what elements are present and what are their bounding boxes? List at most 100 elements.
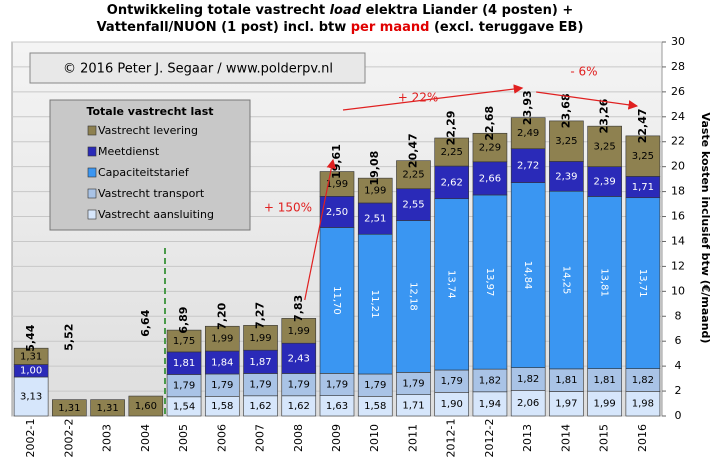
chart-title: Ontwikkeling totale vastrecht load elekt…	[107, 3, 573, 18]
bar-segment	[510, 390, 546, 417]
value-label: 13,71	[637, 269, 648, 298]
bar-segment	[13, 347, 49, 365]
value-label: 14,84	[522, 261, 533, 290]
total-label: 7,27	[254, 302, 267, 329]
value-label: 11,21	[369, 290, 380, 319]
arrow	[304, 158, 337, 301]
value-label: 1,79	[288, 380, 310, 391]
legend-label: Meetdienst	[98, 145, 160, 158]
legend-swatch	[87, 146, 97, 157]
x-tick-label: 2009	[330, 424, 343, 452]
value-label: 1,79	[364, 380, 386, 391]
value-label: 1,71	[402, 400, 424, 411]
copyright: © 2016 Peter J. Segaar / www.polderpv.nl	[63, 62, 333, 77]
x-tick-label: 2011	[406, 424, 419, 452]
x-tick-label: 2006	[215, 424, 228, 452]
value-label: 1,54	[173, 401, 195, 412]
bar-segment	[319, 227, 355, 374]
value-label: 1,99	[326, 179, 348, 190]
bar-segment	[472, 132, 508, 163]
value-label: 1,99	[594, 399, 616, 410]
value-label: 1,99	[288, 326, 310, 337]
x-tick-label: 2015	[598, 424, 611, 452]
arrow	[536, 91, 639, 110]
value-label: 1,58	[211, 401, 233, 412]
bar-segment	[472, 161, 508, 196]
value-label: 1,62	[288, 401, 310, 412]
legend-label: Capaciteitstarief	[98, 166, 190, 179]
value-label: 1,31	[58, 403, 80, 414]
value-label: 1,87	[249, 357, 271, 368]
y-tick-label: 10	[671, 284, 685, 297]
bar-segment	[396, 160, 431, 190]
value-label: 1,79	[249, 380, 271, 391]
value-label: 2,06	[517, 398, 539, 409]
bar-segment	[357, 202, 393, 235]
bar-segment	[625, 391, 661, 417]
bar-segment	[587, 390, 622, 417]
bar-segment	[128, 395, 164, 417]
x-tick-label: 2005	[177, 424, 190, 452]
legend-swatch	[87, 209, 97, 220]
bar-segment	[396, 220, 431, 373]
value-label: 13,97	[484, 268, 495, 297]
bar-segment	[510, 117, 546, 150]
total-label: 22,47	[636, 108, 649, 143]
value-label: 1,82	[632, 375, 654, 386]
total-label: 6,64	[139, 309, 152, 336]
value-label: 13,74	[446, 270, 457, 299]
x-tick-label: 2014	[559, 424, 572, 452]
total-label: 19,08	[368, 151, 381, 186]
y-tick-label: 18	[671, 185, 685, 198]
value-label: 12,18	[407, 282, 418, 311]
total-label: 20,47	[406, 133, 419, 168]
value-label: 2,39	[594, 177, 616, 188]
value-label: 3,25	[594, 141, 616, 152]
value-label: 1,79	[402, 379, 424, 390]
chart-title: Vattenfall/NUON (1 post) incl. btw per m…	[97, 20, 584, 35]
bar-segment	[396, 188, 431, 221]
value-label: 1,79	[173, 381, 195, 392]
total-label: 5,44	[24, 324, 37, 351]
value-label: 1,99	[364, 186, 386, 197]
annotation: - 6%	[570, 65, 597, 79]
value-label: 1,00	[20, 366, 42, 377]
y-tick-label: 22	[671, 135, 685, 148]
value-label: 2,55	[402, 200, 424, 211]
value-label: 1,60	[135, 401, 157, 412]
bar-segment	[434, 137, 470, 167]
y-tick-label: 30	[671, 35, 685, 48]
legend-label: Vastrecht levering	[98, 124, 198, 137]
total-label: 23,93	[521, 90, 534, 125]
value-label: 1,63	[326, 401, 348, 412]
legend-swatch	[87, 125, 97, 136]
value-label: 1,81	[594, 375, 616, 386]
value-label: 1,97	[555, 399, 577, 410]
legend-title: Totale vastrecht last	[86, 105, 213, 118]
value-label: 3,13	[20, 391, 42, 402]
x-tick-label: 2008	[292, 424, 305, 452]
bar-segment	[587, 166, 622, 197]
y-axis-title: Vaste kosten inclusief btw (€/maand)	[699, 113, 712, 344]
total-label: 23,68	[559, 93, 572, 128]
value-label: 1,31	[96, 403, 118, 414]
y-tick-label: 12	[671, 259, 685, 272]
value-label: 1,99	[249, 333, 271, 344]
y-tick-label: 20	[671, 160, 685, 173]
value-label: 1,58	[364, 401, 386, 412]
bar-segment	[434, 198, 470, 371]
value-label: 2,43	[288, 353, 310, 364]
legend	[49, 99, 251, 231]
value-label: 1,98	[632, 399, 654, 410]
value-label: 13,81	[599, 268, 610, 297]
value-label: 2,49	[517, 128, 539, 139]
value-label: 2,39	[555, 171, 577, 182]
y-tick-label: 26	[671, 85, 685, 98]
bar-segment	[472, 391, 508, 417]
x-tick-label: 2013	[521, 424, 534, 452]
value-label: 2,25	[402, 170, 424, 181]
copyright-box	[29, 52, 366, 84]
value-label: 1,79	[441, 376, 463, 387]
bar-segment	[587, 196, 622, 369]
